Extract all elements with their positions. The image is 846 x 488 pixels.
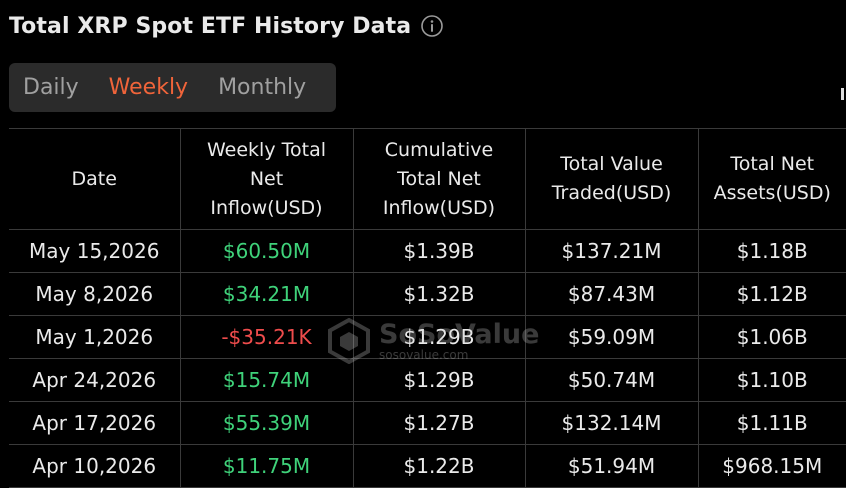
traded-cell: $59.09M: [524, 315, 698, 359]
traded-cell: $87.43M: [524, 272, 698, 316]
date-cell: Apr 17,2026: [9, 401, 180, 445]
cumulative-cell: $1.29B: [352, 358, 525, 402]
assets-cell: $1.12B: [697, 272, 846, 316]
column-header-cumulative-inflow[interactable]: Cumulative Total Net Inflow(USD): [352, 128, 525, 230]
cumulative-cell: $1.29B: [352, 315, 525, 359]
assets-cell: $1.10B: [697, 358, 846, 402]
table-row[interactable]: May 1,2026 -$35.21K $1.29B $59.09M $1.06B: [9, 315, 846, 359]
traded-cell: $132.14M: [524, 401, 698, 445]
traded-cell: $50.74M: [524, 358, 698, 402]
traded-cell: $137.21M: [524, 229, 698, 273]
period-tabs: Daily Weekly Monthly: [9, 63, 336, 112]
assets-cell: $1.11B: [697, 401, 846, 445]
inflow-cell: $11.75M: [179, 444, 353, 488]
cumulative-cell: $1.32B: [352, 272, 525, 316]
info-circle-icon[interactable]: [421, 15, 443, 37]
column-header-date[interactable]: Date: [9, 128, 180, 230]
column-header-value-traded[interactable]: Total Value Traded(USD): [524, 128, 698, 230]
column-header-weekly-inflow[interactable]: Weekly Total Net Inflow(USD): [179, 128, 353, 230]
scrollbar[interactable]: [841, 88, 844, 100]
inflow-cell: $34.21M: [179, 272, 353, 316]
assets-cell: $1.06B: [697, 315, 846, 359]
date-cell: May 8,2026: [9, 272, 180, 316]
table-row[interactable]: Apr 24,2026 $15.74M $1.29B $50.74M $1.10B: [9, 358, 846, 402]
table-header-row: Date Weekly Total Net Inflow(USD) Cumula…: [9, 128, 846, 230]
date-cell: May 15,2026: [9, 229, 180, 273]
etf-history-table: Date Weekly Total Net Inflow(USD) Cumula…: [9, 128, 846, 488]
inflow-cell: $15.74M: [179, 358, 353, 402]
assets-cell: $968.15M: [697, 444, 846, 488]
date-cell: Apr 24,2026: [9, 358, 180, 402]
date-cell: May 1,2026: [9, 315, 180, 359]
cumulative-cell: $1.39B: [352, 229, 525, 273]
cumulative-cell: $1.27B: [352, 401, 525, 445]
header: Total XRP Spot ETF History Data: [9, 10, 443, 42]
tab-monthly[interactable]: Monthly: [218, 75, 307, 100]
table-row[interactable]: Apr 10,2026 $11.75M $1.22B $51.94M $968.15M: [9, 444, 846, 488]
tab-weekly[interactable]: Weekly: [108, 75, 189, 100]
table-row[interactable]: Apr 17,2026 $55.39M $1.27B $132.14M $1.11B: [9, 401, 846, 445]
date-cell: Apr 10,2026: [9, 444, 180, 488]
inflow-cell: -$35.21K: [179, 315, 353, 359]
table-row[interactable]: May 15,2026 $60.50M $1.39B $137.21M $1.18B: [9, 229, 846, 273]
table-row[interactable]: May 8,2026 $34.21M $1.32B $87.43M $1.12B: [9, 272, 846, 316]
page-title: Total XRP Spot ETF History Data: [9, 13, 412, 39]
assets-cell: $1.18B: [697, 229, 846, 273]
tab-daily[interactable]: Daily: [23, 75, 79, 100]
traded-cell: $51.94M: [524, 444, 698, 488]
inflow-cell: $60.50M: [179, 229, 353, 273]
cumulative-cell: $1.22B: [352, 444, 525, 488]
column-header-net-assets[interactable]: Total Net Assets(USD): [697, 128, 846, 230]
inflow-cell: $55.39M: [179, 401, 353, 445]
